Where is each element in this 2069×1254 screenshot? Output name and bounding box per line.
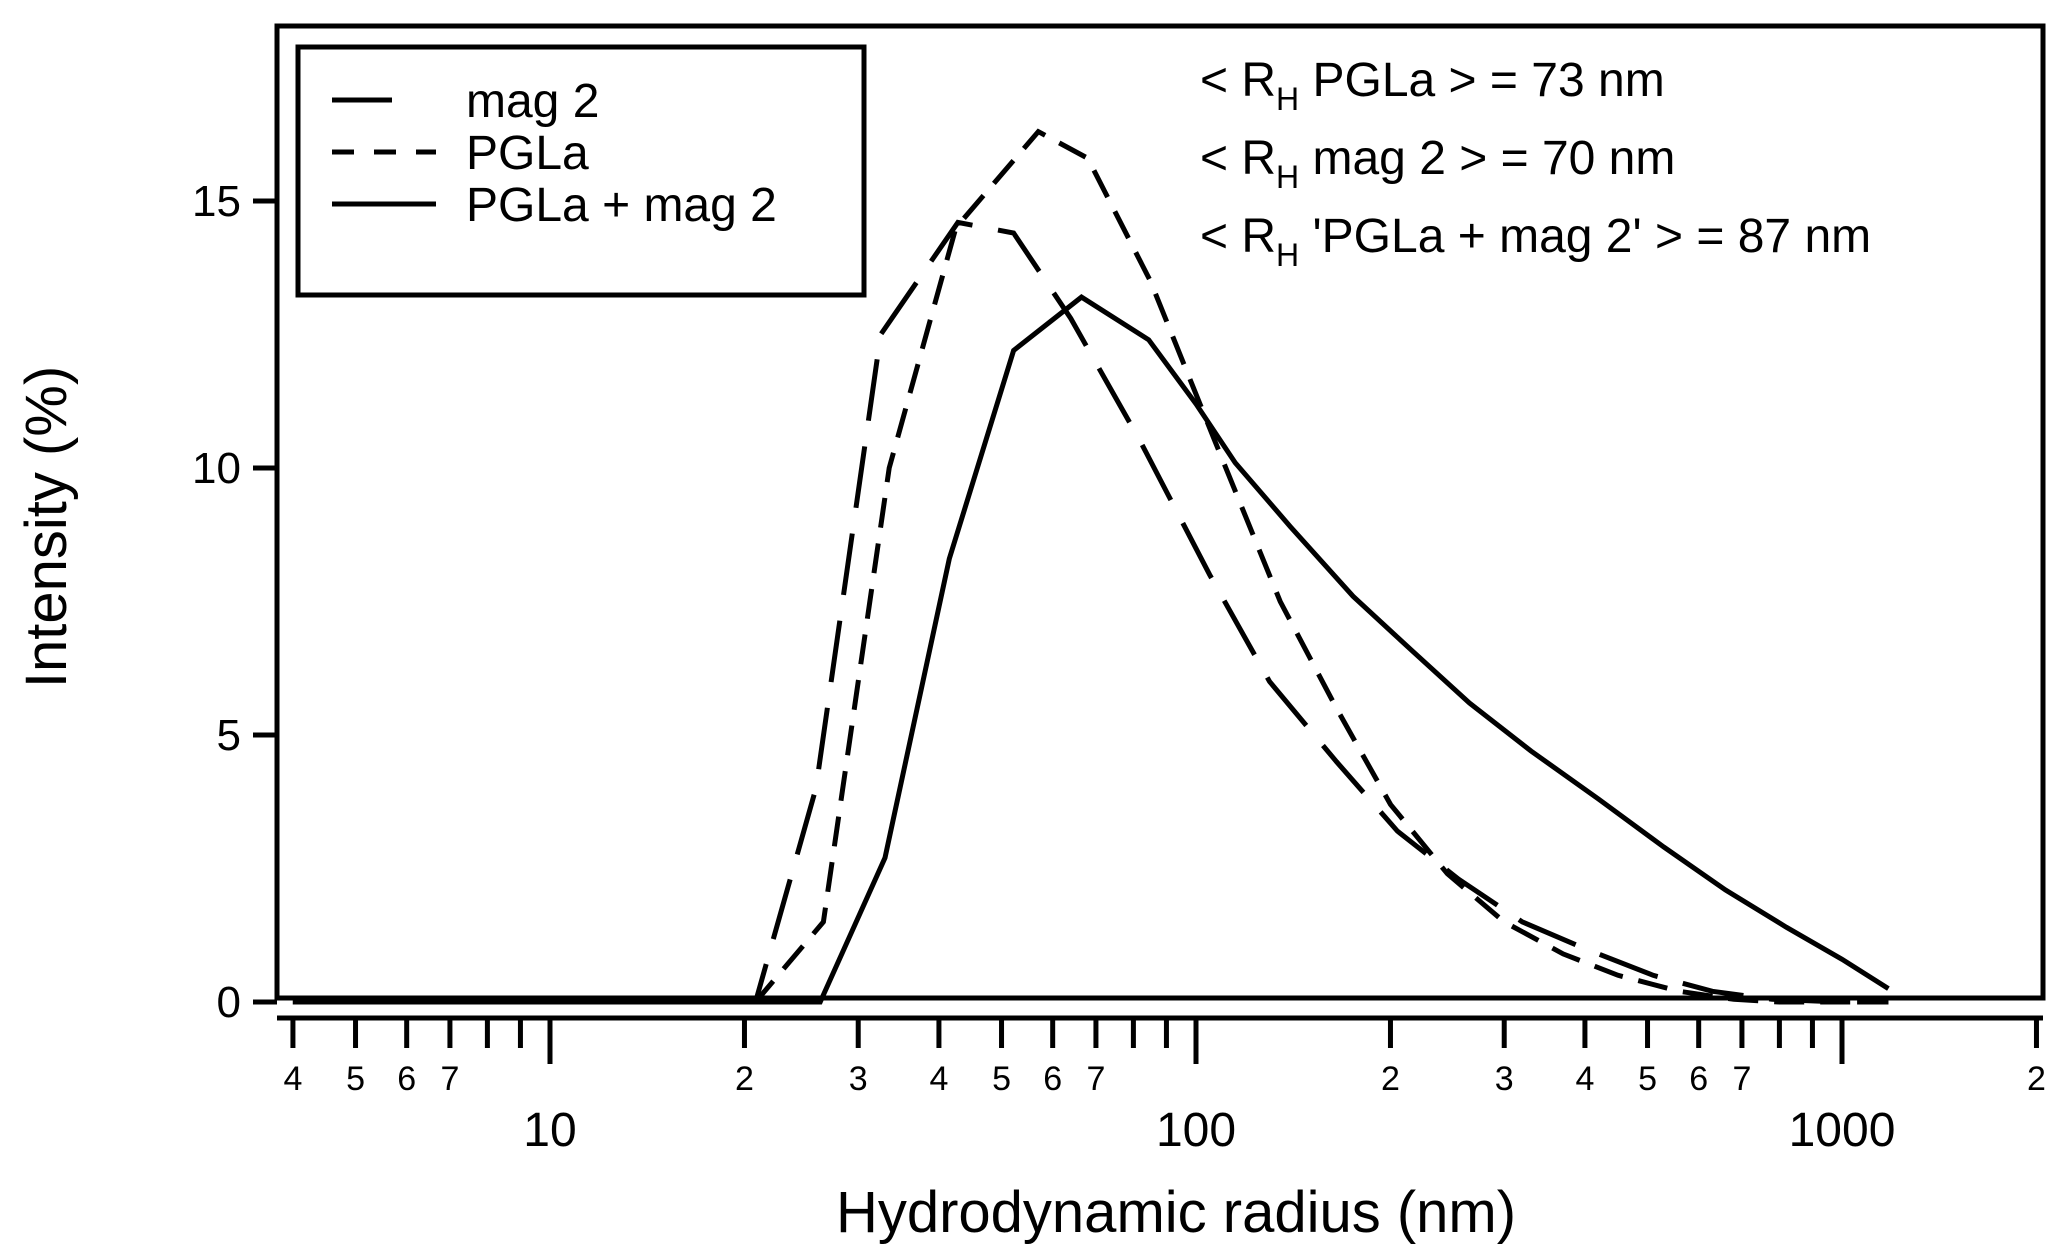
legend-box — [295, 44, 867, 298]
x-minor-tick-label: 4 — [929, 1060, 948, 1098]
y-tick-label: 0 — [217, 978, 241, 1027]
x-minor-tick-label: 4 — [283, 1060, 302, 1098]
x-major-tick-label: 10 — [523, 1104, 576, 1157]
mean-radius-annotation: < RH 'PGLa + mag 2' > = 87 nm — [1200, 210, 1871, 273]
x-minor-tick-label: 6 — [1043, 1060, 1062, 1098]
legend-label-1: mag 2 — [466, 75, 599, 128]
legend-label-3: PGLa + mag 2 — [466, 179, 777, 232]
x-minor-tick-label: 3 — [1495, 1060, 1514, 1098]
x-major-tick-label: 100 — [1156, 1104, 1236, 1157]
legend-label-2: PGLa — [466, 127, 589, 180]
x-minor-tick-label: 4 — [1575, 1060, 1594, 1098]
y-axis-label: Intensity (%) — [14, 366, 79, 688]
x-minor-tick-label: 2 — [1381, 1060, 1400, 1098]
series-line-2 — [292, 128, 1889, 1005]
x-minor-tick-label: 6 — [397, 1060, 416, 1098]
x-minor-tick-label: 5 — [992, 1060, 1011, 1098]
x-minor-tick-label: 5 — [346, 1060, 365, 1098]
x-axis-label: Hydrodynamic radius (nm) — [836, 1180, 1516, 1245]
y-tick-label: 15 — [192, 177, 241, 226]
x-minor-tick-label: 7 — [1086, 1060, 1105, 1098]
series-line-1 — [292, 219, 1889, 1005]
plot-frame — [274, 23, 2046, 1001]
x-minor-tick-label: 7 — [440, 1060, 459, 1098]
series-line-3 — [292, 294, 1890, 1005]
x-minor-tick-label: 5 — [1638, 1060, 1657, 1098]
x-minor-tick-label: 3 — [849, 1060, 868, 1098]
x-minor-tick-label: 6 — [1689, 1060, 1708, 1098]
x-minor-tick-label: 2 — [2027, 1060, 2046, 1098]
y-tick-label: 10 — [192, 444, 241, 493]
x-minor-tick-label: 2 — [735, 1060, 754, 1098]
series-layer — [292, 128, 1890, 1005]
x-major-tick-label: 1000 — [1789, 1104, 1896, 1157]
mean-radius-annotation: < RH mag 2 > = 70 nm — [1200, 132, 1675, 195]
mean-radius-annotation: < RH PGLa > = 73 nm — [1200, 54, 1665, 117]
x-minor-tick-label: 7 — [1732, 1060, 1751, 1098]
y-tick-label: 5 — [217, 711, 241, 760]
annotations: < RH PGLa > = 73 nm < RH mag 2 > = 70 nm <… — [1200, 54, 1871, 273]
